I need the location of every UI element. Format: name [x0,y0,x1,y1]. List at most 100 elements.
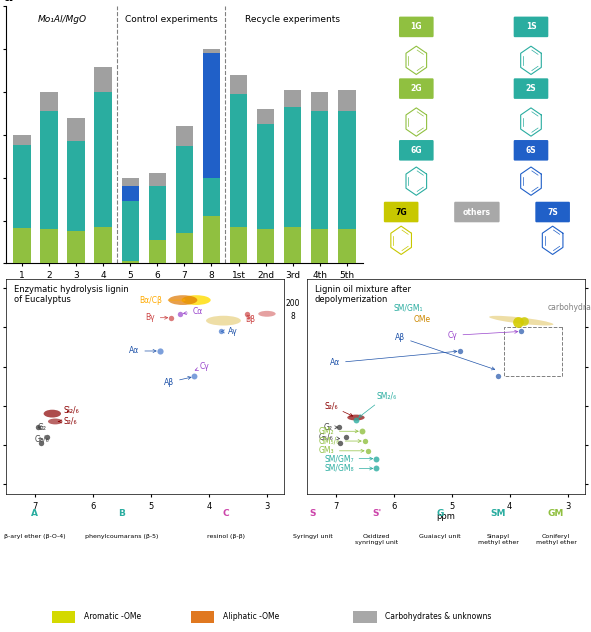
Bar [230,94,247,227]
Bar [257,109,274,124]
Text: GM₃: GM₃ [318,446,364,455]
Text: Cγ: Cγ [448,331,518,340]
Text: 180: 180 [15,300,30,308]
Bar [191,611,215,623]
Point [216,326,225,336]
Text: 220: 220 [69,300,83,308]
Bar [311,229,329,264]
Text: G₂: G₂ [324,423,338,432]
Ellipse shape [348,415,365,420]
Bar [122,202,139,261]
Text: 8: 8 [155,312,160,321]
Ellipse shape [206,316,241,325]
Bar [14,228,31,264]
Point [242,309,251,319]
Bar [203,49,220,54]
Text: Cα: Cα [183,307,203,317]
Text: - -: - - [235,312,242,321]
Bar [311,111,329,229]
FancyBboxPatch shape [399,16,434,37]
Text: Bγ: Bγ [145,313,168,322]
Bar [67,231,85,264]
Text: Aliphatic -OMe: Aliphatic -OMe [223,612,280,621]
Text: 7S: 7S [547,207,558,217]
Text: β-aryl ether (β-O-4): β-aryl ether (β-O-4) [4,534,66,539]
Text: 200: 200 [150,300,165,308]
FancyBboxPatch shape [514,78,548,99]
Bar [67,142,85,231]
Point [360,436,369,446]
Text: - -: - - [316,312,324,321]
Text: 4: 4 [20,312,25,321]
Bar [95,67,112,92]
FancyBboxPatch shape [514,16,548,37]
Point [519,315,529,325]
Text: 4: 4 [128,312,133,321]
Point [514,317,523,327]
Ellipse shape [168,295,197,305]
Bar [504,327,562,377]
Bar [148,240,166,264]
Text: Guaiacyl unit: Guaiacyl unit [420,534,461,539]
Text: 8: 8 [290,312,295,321]
Bar [176,126,193,145]
Point [357,426,366,436]
Text: G₅/₆: G₅/₆ [318,433,340,442]
Text: 200: 200 [204,300,219,308]
Text: Coniferyl
methyl ether: Coniferyl methyl ether [535,534,577,545]
Point [190,372,199,382]
Text: Cγ: Cγ [195,362,209,371]
Text: SM/GM₇: SM/GM₇ [324,454,373,463]
Text: Aβ: Aβ [164,377,191,387]
Bar [257,229,274,264]
FancyBboxPatch shape [384,202,418,222]
Bar [176,145,193,233]
Point [493,372,503,382]
Text: 2G: 2G [411,84,422,93]
Text: Syringyl unit: Syringyl unit [293,534,333,539]
Text: GM: GM [548,509,564,518]
Text: 4: 4 [47,312,51,321]
Text: Recycle experiments: Recycle experiments [245,15,340,24]
Text: others: others [463,207,491,217]
Text: 8: 8 [101,312,106,321]
Bar [230,75,247,94]
Point [351,415,361,425]
Text: 2S: 2S [525,84,536,93]
Bar [40,111,58,229]
Text: Mo₁Al/MgO: Mo₁Al/MgO [38,15,87,24]
Point [334,422,343,432]
Text: 1G: 1G [411,22,422,32]
Text: Lignin oil mixture after
depolymerization: Lignin oil mixture after depolymerizatio… [315,285,411,305]
Point [456,346,465,356]
Text: A: A [31,509,38,518]
Text: carbohydrates: carbohydrates [547,303,591,312]
Text: Bβ: Bβ [245,315,255,324]
Text: - -: - - [343,312,350,321]
Text: Sinapyl
methyl ether: Sinapyl methyl ether [478,534,519,545]
Bar [284,90,301,107]
X-axis label: ppm: ppm [436,512,455,521]
Text: Aβ: Aβ [395,333,495,370]
Text: S': S' [372,509,381,518]
FancyBboxPatch shape [514,140,548,161]
Bar [284,227,301,264]
Bar [311,92,329,111]
Text: 200: 200 [96,300,111,308]
Text: phenylcoumarans (β-5): phenylcoumarans (β-5) [85,534,158,539]
Bar [95,92,112,227]
Ellipse shape [489,316,553,325]
Bar [14,145,31,228]
Bar [52,611,76,623]
Text: S'₂/₆: S'₂/₆ [64,405,80,414]
Text: 8: 8 [182,312,187,321]
Text: Oxidized
synringyl unit: Oxidized synringyl unit [355,534,398,545]
Text: S: S [310,509,316,518]
Text: SM₂/₆: SM₂/₆ [359,391,397,417]
Text: 7G: 7G [395,207,407,217]
Text: B: B [118,509,125,518]
Text: - -: - - [262,312,269,321]
FancyBboxPatch shape [399,78,434,99]
Text: 8: 8 [209,312,214,321]
Point [363,446,372,456]
